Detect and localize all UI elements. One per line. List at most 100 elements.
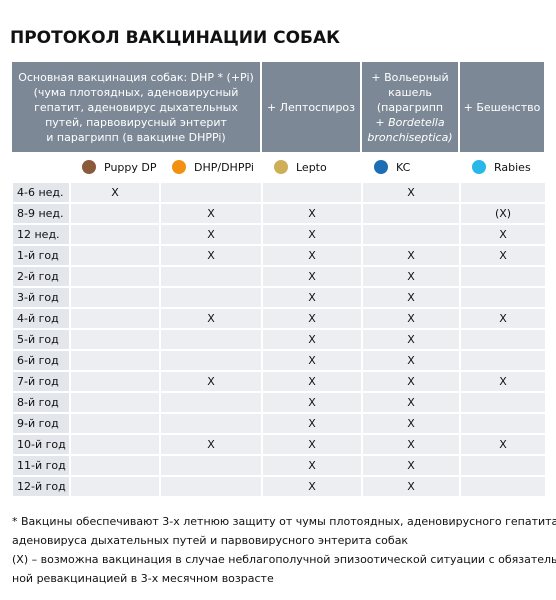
legend-item: Puppy DP bbox=[82, 152, 157, 182]
cell bbox=[460, 476, 546, 497]
row-label: 4-6 нед. bbox=[12, 182, 70, 203]
row-label: 9-й год bbox=[12, 413, 70, 434]
cell bbox=[160, 455, 262, 476]
legend-label: DHP/DHPPi bbox=[194, 160, 254, 174]
cell bbox=[70, 455, 160, 476]
row-label: 5-й год bbox=[12, 329, 70, 350]
cell bbox=[70, 350, 160, 371]
header-line: Основная вакцинация собак: DHP * (+Pi) bbox=[18, 70, 254, 84]
cell: X bbox=[362, 266, 460, 287]
legend-label: Puppy DP bbox=[104, 160, 157, 174]
cell: X bbox=[160, 224, 262, 245]
header-cell: + Лептоспироз bbox=[262, 62, 362, 152]
cell: X bbox=[262, 329, 362, 350]
legend-dot bbox=[82, 160, 96, 174]
cell: X bbox=[460, 371, 546, 392]
legend-item: KC bbox=[374, 152, 410, 182]
row-label: 10-й год bbox=[12, 434, 70, 455]
cell: X bbox=[362, 392, 460, 413]
footnote-line: аденовируса дыхательных путей и парвовир… bbox=[12, 534, 409, 547]
cell: X bbox=[362, 371, 460, 392]
cell bbox=[70, 245, 160, 266]
cell bbox=[362, 203, 460, 224]
cell: X bbox=[460, 224, 546, 245]
cell bbox=[460, 350, 546, 371]
header-line: (чума плотоядных, аденовирусный bbox=[33, 85, 239, 99]
cell: X bbox=[362, 329, 460, 350]
cell: X bbox=[262, 455, 362, 476]
cell bbox=[460, 392, 546, 413]
cell bbox=[460, 182, 546, 203]
cell: X bbox=[362, 476, 460, 497]
header-line: путей, парвовирусный энтерит bbox=[45, 115, 227, 129]
cell: X bbox=[262, 434, 362, 455]
header-line: гепатит, аденовирус дыхательных bbox=[34, 100, 238, 114]
cell: X bbox=[460, 245, 546, 266]
cell: X bbox=[262, 350, 362, 371]
legend-item: Lepto bbox=[274, 152, 327, 182]
cell: X bbox=[160, 308, 262, 329]
header-line: и парагрипп (в вакцине DHPPi) bbox=[46, 130, 226, 144]
footnote-line: ной ревакцинацией в 3-х месячном возраст… bbox=[12, 572, 274, 585]
cell: X bbox=[362, 434, 460, 455]
cell: X bbox=[262, 392, 362, 413]
row-label: 12-й год bbox=[12, 476, 70, 497]
cell: X bbox=[362, 350, 460, 371]
cell bbox=[460, 455, 546, 476]
header-line: bronchiseptica) bbox=[367, 130, 453, 144]
cell: X bbox=[262, 476, 362, 497]
cell: (X) bbox=[460, 203, 546, 224]
cell bbox=[160, 266, 262, 287]
header-cell: + Вольерный кашель (парагрипп + Bordetella b… bbox=[362, 62, 460, 152]
legend-label: Lepto bbox=[296, 160, 327, 174]
cell: X bbox=[262, 224, 362, 245]
row-label: 1-й год bbox=[12, 245, 70, 266]
cell: X bbox=[362, 308, 460, 329]
cell: X bbox=[262, 371, 362, 392]
cell bbox=[160, 287, 262, 308]
cell: X bbox=[262, 245, 362, 266]
row-label: 7-й год bbox=[12, 371, 70, 392]
footnote-line: (X) – возможна вакцинация в случае небла… bbox=[12, 553, 556, 566]
cell bbox=[70, 392, 160, 413]
cell bbox=[70, 287, 160, 308]
cell: X bbox=[262, 266, 362, 287]
legend-label: Rabies bbox=[494, 160, 531, 174]
row-label: 11-й год bbox=[12, 455, 70, 476]
cell bbox=[70, 434, 160, 455]
cell: X bbox=[362, 182, 460, 203]
cell bbox=[460, 329, 546, 350]
cell bbox=[70, 413, 160, 434]
cell bbox=[160, 392, 262, 413]
row-label: 6-й год bbox=[12, 350, 70, 371]
footnote-line: * Вакцины обеспечивают 3-х летнюю защиту… bbox=[12, 515, 556, 528]
cell bbox=[262, 182, 362, 203]
cell bbox=[70, 329, 160, 350]
cell: X bbox=[262, 308, 362, 329]
header-line: + Лептоспироз bbox=[266, 100, 356, 114]
row-label: 2-й год bbox=[12, 266, 70, 287]
cell bbox=[70, 224, 160, 245]
cell: X bbox=[160, 371, 262, 392]
header-line: + Бешенство bbox=[463, 100, 541, 114]
cell: X bbox=[262, 287, 362, 308]
cell bbox=[70, 371, 160, 392]
cell bbox=[70, 266, 160, 287]
header-line: кашель bbox=[388, 85, 432, 99]
cell bbox=[160, 182, 262, 203]
legend-item: Rabies bbox=[472, 152, 531, 182]
cell bbox=[362, 224, 460, 245]
legend-dot bbox=[274, 160, 288, 174]
cell bbox=[160, 350, 262, 371]
cell: X bbox=[160, 203, 262, 224]
legend-dot bbox=[172, 160, 186, 174]
cell: X bbox=[460, 308, 546, 329]
cell: X bbox=[262, 413, 362, 434]
row-label: 4-й год bbox=[12, 308, 70, 329]
cell bbox=[70, 308, 160, 329]
cell bbox=[70, 203, 160, 224]
cell bbox=[70, 476, 160, 497]
row-label: 3-й год bbox=[12, 287, 70, 308]
legend-dot bbox=[472, 160, 486, 174]
